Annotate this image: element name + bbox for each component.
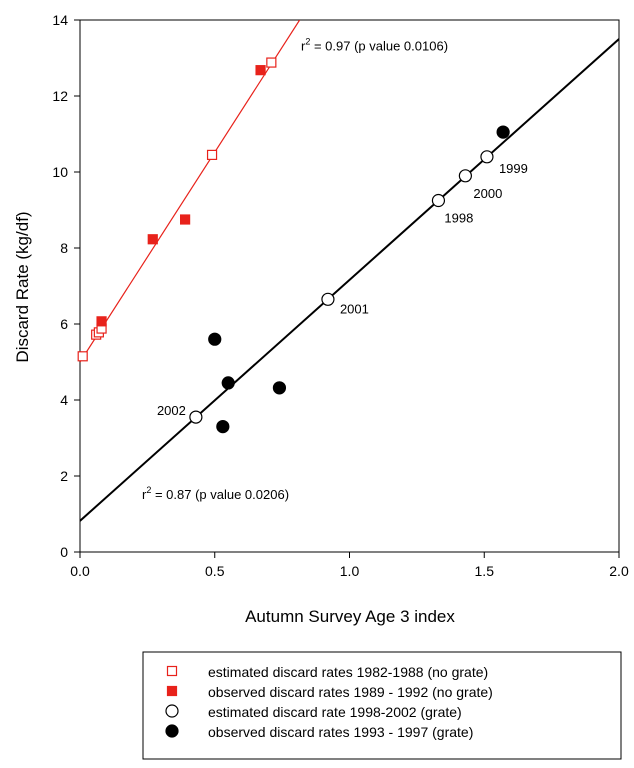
year-annotation: 2002 (157, 403, 186, 418)
red-regression-line (80, 20, 301, 363)
y-axis-title: Discard Rate (kg/df) (13, 211, 32, 362)
y-tick-label: 14 (52, 12, 68, 28)
data-point-series-4 (272, 381, 287, 395)
x-tick-label: 1.5 (475, 563, 495, 579)
y-tick-label: 6 (60, 316, 68, 332)
legend: estimated discard rates 1982-1988 (no gr… (142, 651, 622, 760)
year-annotation: 1998 (444, 211, 473, 226)
data-point-series-3 (458, 169, 472, 183)
y-tick-label: 0 (60, 544, 68, 560)
x-tick-label: 1.0 (340, 563, 360, 579)
legend-marker (165, 724, 179, 738)
data-point-series-2 (255, 65, 266, 76)
legend-marker (166, 665, 178, 677)
data-point-series-1 (77, 351, 88, 362)
data-point-series-3 (189, 410, 203, 424)
year-annotation: 1999 (499, 161, 528, 176)
data-point-series-2 (147, 234, 158, 245)
y-tick-label: 12 (52, 88, 68, 104)
y-tick-label: 2 (60, 468, 68, 484)
legend-marker (166, 685, 178, 697)
x-tick-label: 0.5 (205, 563, 225, 579)
y-tick-label: 8 (60, 240, 68, 256)
y-tick-label: 4 (60, 392, 68, 408)
data-point-series-3 (431, 193, 446, 208)
r-squared-label: r2 = 0.97 (p value 0.0106) (301, 36, 448, 53)
legend-marker (165, 704, 179, 718)
year-annotation: 2001 (340, 301, 369, 316)
legend-label: estimated discard rate 1998-2002 (grate) (208, 704, 462, 720)
data-point-series-4 (216, 420, 230, 434)
plot-frame (79, 19, 620, 553)
data-point-series-3 (321, 292, 335, 306)
y-tick-label: 10 (52, 164, 68, 180)
legend-label: observed discard rates 1989 - 1992 (no g… (208, 684, 493, 700)
data-point-series-2 (180, 214, 191, 225)
x-tick-label: 0.0 (70, 563, 90, 579)
data-point-series-4 (208, 332, 222, 346)
data-point-series-4 (221, 376, 235, 390)
data-point-series-1 (266, 57, 277, 68)
data-point-series-4 (496, 125, 510, 139)
black-regression-line (80, 38, 619, 522)
x-tick-label: 2.0 (609, 563, 629, 579)
legend-label: estimated discard rates 1982-1988 (no gr… (208, 664, 488, 680)
legend-label: observed discard rates 1993 - 1997 (grat… (208, 724, 473, 740)
year-annotation: 2000 (473, 186, 502, 201)
legend-box (142, 651, 622, 760)
r-squared-label: r2 = 0.87 (p value 0.0206) (142, 485, 289, 502)
data-point-series-1 (206, 149, 218, 160)
x-axis-title: Autumn Survey Age 3 index (245, 607, 455, 626)
data-point-series-2 (96, 316, 107, 327)
data-point-series-3 (480, 150, 494, 164)
